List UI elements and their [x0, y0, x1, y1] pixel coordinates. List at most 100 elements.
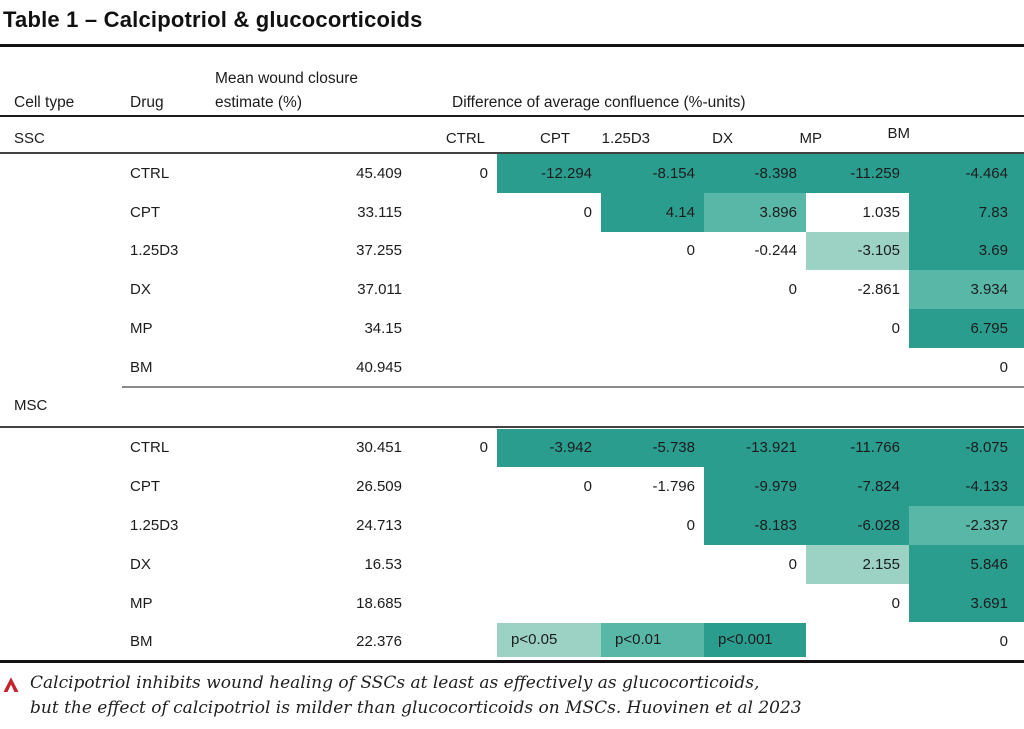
diff-cell: 3.691 [909, 583, 1024, 623]
diff-cell: 0 [788, 281, 797, 299]
legend-cell: p<0.001 [704, 622, 806, 657]
diff-cell: 0 [479, 164, 488, 182]
diff-cell: -11.259 [806, 154, 909, 193]
diff-cell [704, 309, 806, 348]
colhead-ctrl: CTRL [445, 130, 485, 147]
diff-cell [497, 232, 601, 271]
estimate-value: 16.53 [364, 555, 402, 573]
diff-cell: 4.14 [601, 192, 704, 232]
diff-cell: 0 [686, 516, 695, 534]
colhead-125d3: 1.25D3 [601, 130, 650, 147]
diff-cell [410, 270, 497, 309]
red-up-caret-icon [3, 677, 19, 692]
diff-cell [497, 309, 601, 348]
table-row: 1.25D3 37.255 0 -0.244 -3.105 3.69 [0, 231, 1024, 271]
diff-cell: -4.133 [909, 467, 1024, 507]
diff-cell: 0 [891, 594, 900, 612]
drug-label: CTRL [130, 439, 170, 457]
diff-cell: 3.934 [909, 270, 1024, 310]
legend-cell: p<0.01 [601, 622, 704, 657]
diff-cell: -4.464 [909, 154, 1024, 193]
diff-cell [601, 309, 704, 348]
diff-cell: 5.846 [909, 544, 1024, 584]
estimate-value: 45.409 [356, 164, 402, 182]
diff-cell: -11.766 [806, 428, 909, 468]
section-label-msc: MSC [14, 397, 48, 414]
drug-label: CPT [130, 203, 160, 221]
diff-cell: -1.796 [652, 478, 695, 496]
header-estimate-line1: Mean wound closure [215, 70, 359, 87]
section-divider-rule [122, 386, 1024, 388]
diff-cell [601, 545, 704, 584]
diff-cell: -7.824 [806, 467, 909, 507]
header-drug: Drug [130, 94, 164, 111]
diff-cell: -12.294 [497, 154, 601, 193]
diff-cell: 0 [583, 203, 592, 221]
estimate-value: 33.115 [357, 203, 402, 221]
msc-rule [0, 425, 1024, 428]
drug-label: DX [130, 281, 151, 299]
diff-cell: -2.337 [909, 506, 1024, 545]
diff-cell [601, 270, 704, 309]
diff-cell: -3.942 [497, 428, 601, 468]
diff-cell [497, 348, 601, 387]
diff-cell: -2.861 [857, 281, 900, 299]
estimate-value: 24.713 [356, 516, 402, 534]
diff-cell [410, 545, 497, 584]
table-row: 1.25D3 24.713 0 -8.183 -6.028 -2.337 [0, 506, 1024, 545]
diff-cell: -9.979 [704, 467, 806, 507]
diff-cell [410, 623, 497, 662]
drug-label: 1.25D3 [130, 516, 179, 534]
header-estimate-line2: estimate (%) [215, 94, 302, 111]
table-row: CPT 26.509 0 -1.796 -9.979 -7.824 -4.133 [0, 467, 1024, 507]
table-row: BM 40.945 0 [0, 348, 1024, 387]
drug-label: MP [130, 320, 153, 338]
diff-cell [410, 467, 497, 506]
table-row: CTRL 45.409 0 -12.294 -8.154 -8.398 -11.259 -4.… [0, 154, 1024, 193]
diff-cell [410, 232, 497, 271]
diff-cell: 7.83 [909, 192, 1024, 232]
bottom-rule [0, 660, 1024, 663]
title-rule [0, 44, 1024, 47]
diff-cell: -0.244 [754, 242, 797, 260]
diff-cell [806, 623, 909, 662]
header-rule [0, 115, 1024, 117]
table-row: CTRL 30.451 0 -3.942 -5.738 -13.921 -11.766 -8.… [0, 428, 1024, 468]
diff-cell: 0 [999, 358, 1008, 376]
diff-cell: 2.155 [806, 544, 909, 584]
diff-cell [497, 506, 601, 545]
diff-cell [410, 193, 497, 232]
diff-cell [601, 348, 704, 387]
figure-caption: Calcipotriol inhibits wound healing of S… [30, 671, 802, 721]
diff-cell [497, 545, 601, 584]
diff-cell [410, 348, 497, 387]
diff-cell: 6.795 [909, 309, 1024, 348]
ssc-rule [0, 151, 1024, 154]
estimate-value: 30.451 [356, 439, 402, 457]
colhead-bm: BM [887, 125, 911, 142]
estimate-value: 37.255 [356, 242, 402, 260]
estimate-value: 22.376 [356, 633, 402, 651]
diff-cell: 1.035 [862, 203, 900, 221]
drug-label: 1.25D3 [130, 242, 179, 260]
diff-cell [806, 348, 909, 387]
table-row: DX 16.53 0 2.155 5.846 [0, 544, 1024, 584]
drug-label: MP [130, 594, 153, 612]
table-row: BM 22.376 p<0.05 p<0.01 p<0.001 0 [0, 622, 1024, 662]
drug-label: BM [130, 633, 153, 651]
table-row: CPT 33.115 0 4.14 3.896 1.035 7.83 [0, 192, 1024, 232]
diff-cell: 0 [479, 439, 488, 457]
diff-cell: -13.921 [704, 428, 806, 468]
diff-cell: 0 [891, 320, 900, 338]
diff-cell: 3.896 [704, 192, 806, 232]
diff-cell: 0 [788, 555, 797, 573]
diff-cell [704, 348, 806, 387]
diff-cell [704, 584, 806, 623]
diff-cell [410, 584, 497, 623]
estimate-value: 26.509 [356, 478, 402, 496]
diff-cell: -8.398 [704, 154, 806, 193]
diff-cell: -6.028 [806, 506, 909, 545]
estimate-value: 18.685 [356, 594, 402, 612]
caption-line1: Calcipotriol inhibits wound healing of S… [30, 673, 760, 693]
